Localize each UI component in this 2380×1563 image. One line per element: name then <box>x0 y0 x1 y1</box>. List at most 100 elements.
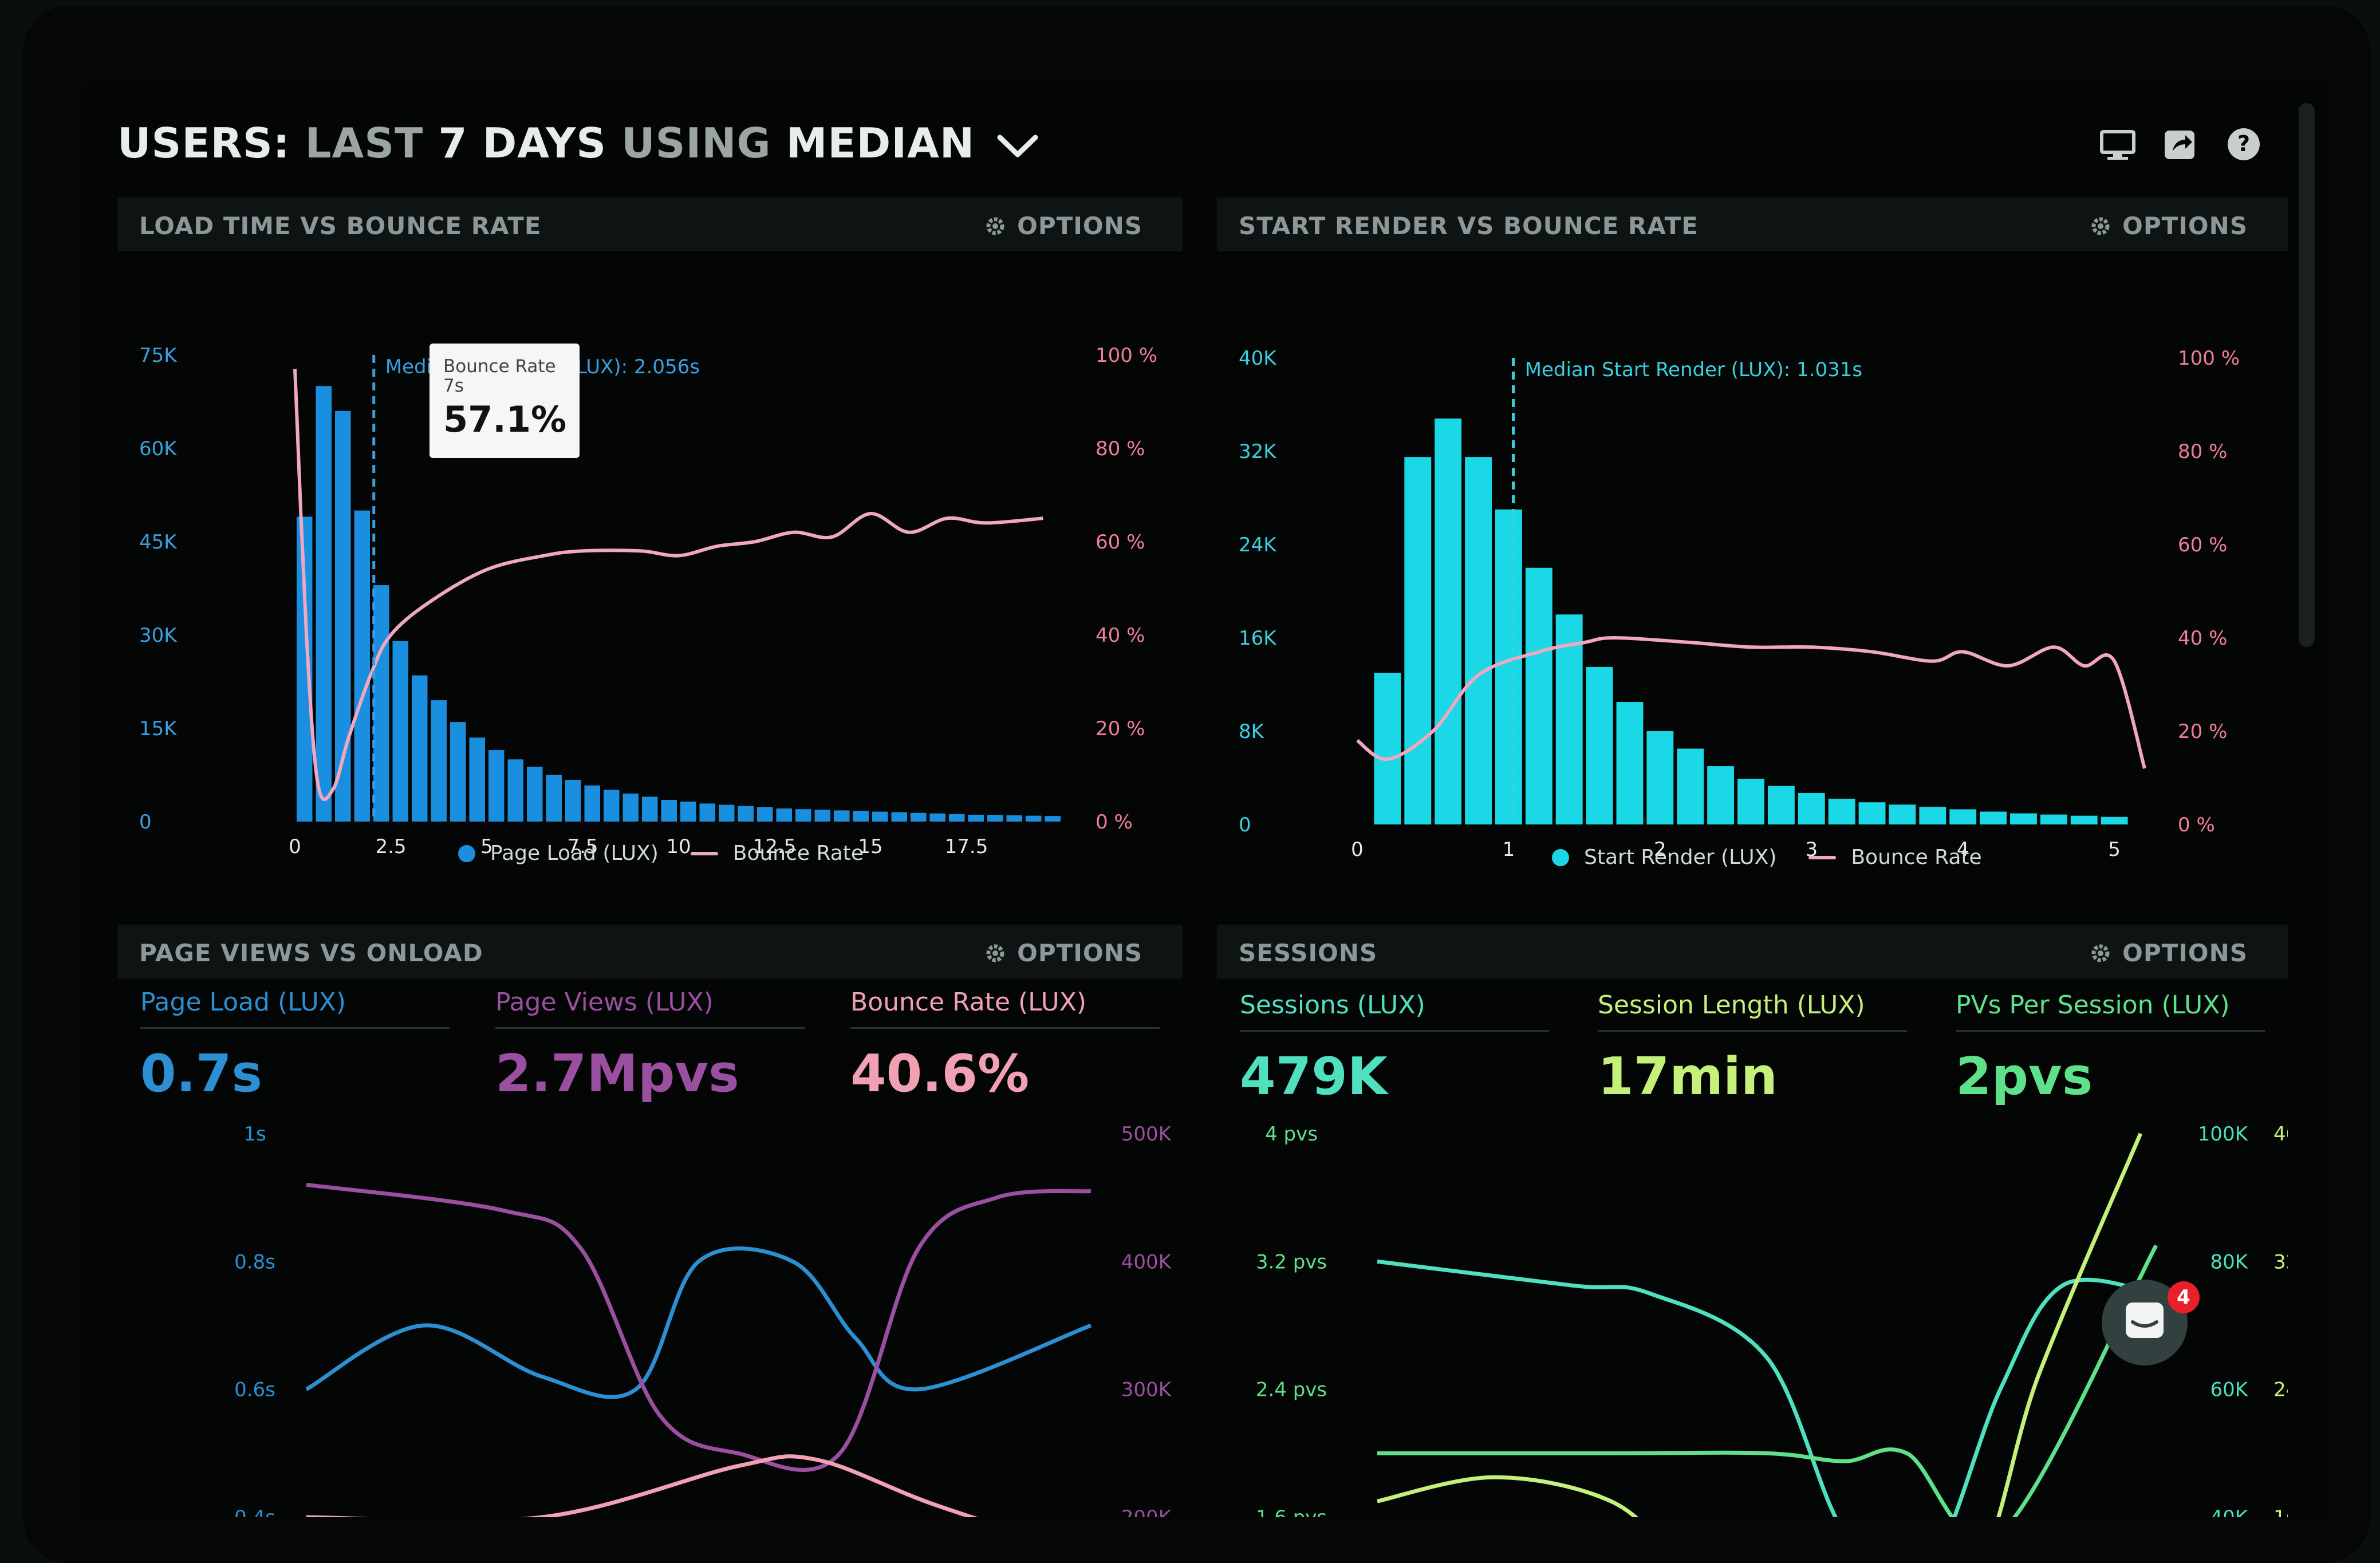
legend-item[interactable]: Bounce Rate <box>732 842 864 865</box>
bar <box>1919 807 1946 824</box>
panel-title: SESSIONS <box>1239 939 1378 967</box>
y-tick-left: 2.4 pvs <box>1256 1379 1327 1402</box>
y-tick-right: 40 % <box>2178 627 2227 650</box>
legend-item[interactable]: Page Load (LUX) <box>490 842 659 865</box>
bar <box>911 812 927 822</box>
bar <box>1949 809 1977 824</box>
y-tick-left: 0.4s <box>234 1506 275 1517</box>
x-tick: 7.5 <box>567 835 598 858</box>
gear-icon <box>2091 217 2110 235</box>
bar <box>622 794 639 822</box>
bar <box>2010 813 2037 824</box>
bar <box>527 767 543 822</box>
y-tick-left: 24K <box>1239 534 1277 556</box>
bar <box>719 804 735 822</box>
x-tick: 15 <box>858 835 882 858</box>
legend-item[interactable]: Bounce Rate <box>1851 846 1982 869</box>
y-tick-left: 3.2 pvs <box>1256 1250 1327 1273</box>
bar <box>1616 702 1644 824</box>
bounce-rate-line <box>1356 636 2146 769</box>
x-tick: 17.5 <box>945 835 988 858</box>
y-tick-right: 80 % <box>1096 437 1145 460</box>
y-tick-mid: 100K <box>2198 1123 2249 1146</box>
share-icon[interactable] <box>2162 126 2199 163</box>
scrollbar[interactable] <box>2299 103 2315 647</box>
options-button[interactable]: OPTIONS <box>2089 212 2248 240</box>
bar <box>1980 811 2007 824</box>
y-tick-left: 15K <box>139 717 178 740</box>
options-button[interactable]: OPTIONS <box>984 939 1142 967</box>
sessions-chart: 4 pvs 3.2 pvs 2.4 pvs 1.6 pvs 100K 80K 60K 40K 4… <box>1256 1123 2288 1517</box>
stat-label: Bounce Rate (LUX) <box>850 988 1160 1029</box>
series-line <box>1377 1259 2157 1517</box>
bar <box>546 775 562 822</box>
bar <box>1798 792 1825 824</box>
bar <box>488 750 505 822</box>
chat-icon <box>2126 1302 2164 1338</box>
bar <box>661 799 677 822</box>
bar <box>392 641 408 822</box>
legend-swatch <box>1808 855 1837 859</box>
bar <box>1045 816 1061 822</box>
y-tick-mid: 500K <box>1121 1123 1172 1146</box>
title-stat: MEDIAN <box>786 119 975 167</box>
y-tick-mid: 40K <box>2210 1506 2248 1517</box>
bar <box>1404 457 1432 824</box>
options-button[interactable]: OPTIONS <box>984 212 1142 240</box>
title-range-a: LAST <box>305 119 424 167</box>
y-tick-left: 60K <box>139 437 178 460</box>
bar <box>604 790 620 822</box>
stat-label: Session Length (LUX) <box>1598 990 1907 1032</box>
y-tick-right: 100 % <box>2178 347 2240 370</box>
y-tick-mid: 200K <box>1121 1506 1172 1517</box>
stat-value: 2.7Mpvs <box>495 1044 739 1104</box>
stat-sessions: Sessions (LUX) 479K <box>1240 990 1549 1107</box>
stat-value: 0.7s <box>140 1044 263 1104</box>
bar <box>565 780 581 822</box>
y-tick-right: 60 % <box>2178 534 2227 556</box>
bar <box>354 510 370 822</box>
y-tick-left: 0.6s <box>234 1379 275 1402</box>
legend-swatch <box>690 851 718 855</box>
x-tick: 3 <box>1805 838 1818 861</box>
bar <box>834 810 850 822</box>
bar <box>949 814 965 822</box>
y-tick-left: 1s <box>243 1123 266 1146</box>
load-time-legend: Page Load (LUX) Bounce Rate <box>458 842 864 865</box>
y-tick-right: 0 % <box>1096 811 1133 834</box>
x-tick: 5 <box>2108 838 2121 861</box>
bar <box>1586 666 1613 824</box>
options-label: OPTIONS <box>2122 939 2248 967</box>
options-button[interactable]: OPTIONS <box>2089 939 2248 967</box>
load-time-chart: Median Page Load (LUX): 2.056s015K30K45K… <box>139 344 1157 858</box>
stat-page-load: Page Load (LUX) 0.7s <box>140 988 450 1104</box>
bar <box>1646 731 1674 824</box>
page-views-chart: 1s0.8s0.6s0.4s500K400K300K200K100%80%60%… <box>234 1123 1172 1517</box>
bar <box>1707 766 1735 824</box>
gear-icon <box>986 217 1004 235</box>
bar <box>412 675 428 822</box>
panel-title: LOAD TIME VS BOUNCE RATE <box>139 212 542 240</box>
y-tick-left: 32K <box>1239 440 1277 463</box>
title-using: USING <box>621 119 771 167</box>
bar <box>450 722 466 822</box>
monitor-icon[interactable] <box>2099 126 2136 163</box>
y-tick-left: 40K <box>1239 347 1277 370</box>
dropdown-chevron-icon[interactable] <box>996 132 1039 160</box>
bar <box>1737 779 1764 824</box>
y-tick-mid: 300K <box>1121 1379 1172 1402</box>
start-render-legend: Start Render (LUX) Bounce Rate <box>1552 846 1982 869</box>
series-line <box>306 1454 979 1517</box>
bar <box>507 759 523 822</box>
help-icon[interactable]: ? <box>2225 126 2262 163</box>
tooltip-value: 57.1% <box>443 398 567 440</box>
legend-item[interactable]: Start Render (LUX) <box>1584 846 1777 869</box>
page-title[interactable]: USERS: LAST 7 DAYS USING MEDIAN <box>117 119 1039 167</box>
bar <box>987 815 1003 822</box>
bounce-rate-line <box>293 369 1043 801</box>
x-tick: 5 <box>480 835 493 858</box>
bar <box>680 802 696 822</box>
options-label: OPTIONS <box>2122 212 2248 240</box>
bar <box>968 815 984 822</box>
gear-icon <box>2091 944 2110 962</box>
